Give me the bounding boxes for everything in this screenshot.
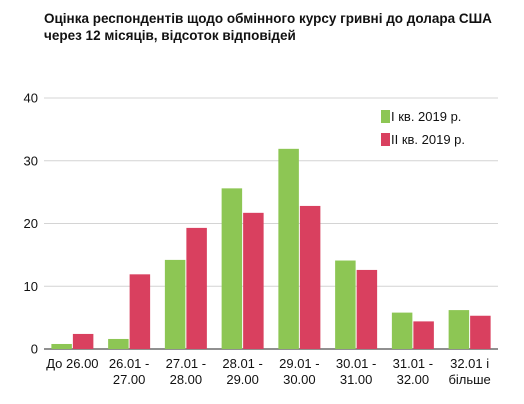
y-tick-label: 40 (24, 91, 38, 106)
y-tick-label: 30 (24, 153, 38, 168)
legend-swatch (381, 110, 390, 123)
bar (470, 315, 491, 349)
bar (278, 148, 299, 349)
x-tick-label: 26.01 - (109, 356, 149, 371)
x-tick-label: 28.00 (170, 372, 203, 387)
bar (335, 260, 356, 349)
x-tick-label: більше (448, 372, 490, 387)
bar (299, 205, 321, 349)
x-tick-label: 27.00 (113, 372, 146, 387)
bar (243, 212, 264, 349)
bar (72, 333, 94, 349)
legend: I кв. 2019 р. II кв. 2019 р. (381, 109, 465, 147)
bar (164, 259, 186, 349)
x-tick-label: До 26.00 (46, 356, 98, 371)
legend-swatch (381, 133, 390, 146)
x-tick-label: 30.00 (283, 372, 316, 387)
bar (448, 310, 470, 349)
legend-label: I кв. 2019 р. (391, 109, 461, 124)
y-axis-ticks: 0 10 20 30 40 (24, 91, 38, 357)
bar (221, 188, 243, 349)
x-tick-label: 31.01 - (393, 356, 433, 371)
legend-label: II кв. 2019 р. (391, 132, 465, 147)
x-tick-label: 32.00 (397, 372, 430, 387)
bar (51, 343, 72, 349)
bar (186, 227, 207, 349)
bar (356, 269, 378, 349)
x-tick-label: 29.01 - (279, 356, 319, 371)
x-tick-label: 31.00 (340, 372, 373, 387)
y-tick-label: 0 (31, 342, 38, 357)
x-tick-label: 27.01 - (166, 356, 206, 371)
bar (391, 312, 413, 349)
x-tick-label: 29.00 (226, 372, 259, 387)
bar (413, 321, 434, 349)
y-tick-label: 20 (24, 216, 38, 231)
x-tick-label: 28.01 - (222, 356, 262, 371)
x-tick-label: 32.01 і (450, 356, 489, 371)
bars (51, 148, 491, 349)
bar (108, 338, 129, 349)
chart-title: Оцінка респондентів щодо обмінного курсу… (44, 11, 492, 43)
x-tick-label: 30.01 - (336, 356, 376, 371)
y-tick-label: 10 (24, 279, 38, 294)
bar (129, 274, 151, 349)
